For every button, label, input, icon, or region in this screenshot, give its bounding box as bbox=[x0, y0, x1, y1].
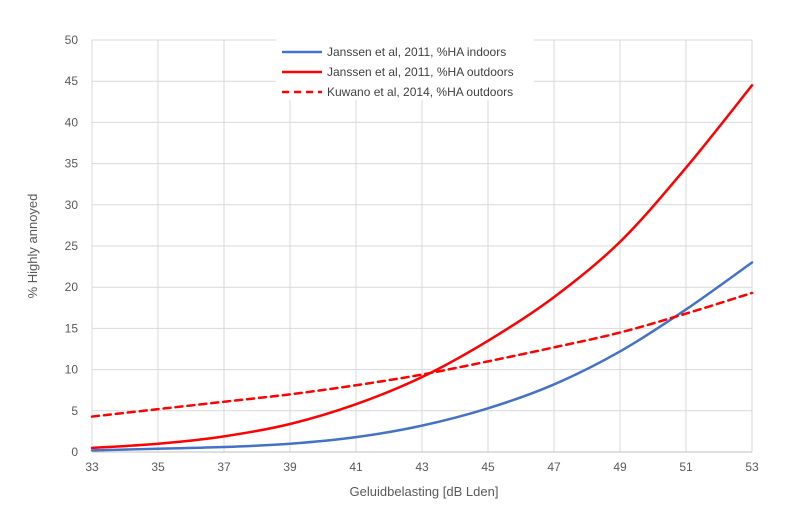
y-tick-label: 30 bbox=[65, 198, 79, 212]
series-lines bbox=[90, 84, 754, 452]
y-tick-label: 20 bbox=[65, 280, 79, 294]
y-tick-label: 45 bbox=[65, 74, 79, 88]
y-tick-label: 35 bbox=[65, 157, 79, 171]
y-tick-label: 5 bbox=[71, 404, 78, 418]
y-axis-title: % Highly annoyed bbox=[25, 194, 40, 299]
x-tick-label: 35 bbox=[151, 460, 165, 474]
legend-label-kuwano: Kuwano et al, 2014, %HA outdoors bbox=[327, 85, 513, 99]
y-tick-label: 25 bbox=[65, 239, 79, 253]
legend-label-outdoors: Janssen et al, 2011, %HA outdoors bbox=[327, 65, 514, 79]
y-tick-labels: 0 5 10 15 20 25 30 35 40 45 50 bbox=[65, 33, 79, 459]
x-axis-title: Geluidbelasting [dB Lden] bbox=[350, 484, 499, 499]
y-tick-label: 10 bbox=[65, 363, 79, 377]
x-tick-label: 37 bbox=[217, 460, 231, 474]
x-tick-label: 39 bbox=[283, 460, 297, 474]
y-tick-label: 0 bbox=[71, 445, 78, 459]
x-tick-label: 41 bbox=[349, 460, 363, 474]
x-tick-label: 43 bbox=[415, 460, 429, 474]
x-tick-label: 53 bbox=[745, 460, 759, 474]
x-tick-label: 47 bbox=[547, 460, 561, 474]
legend-label-indoors: Janssen et al, 2011, %HA indoors bbox=[327, 45, 506, 59]
legend-background bbox=[276, 38, 534, 100]
series-line-kuwano bbox=[90, 291, 754, 418]
x-tick-label: 45 bbox=[481, 460, 495, 474]
x-tick-label: 49 bbox=[613, 460, 627, 474]
horizontal-gridlines bbox=[92, 39, 752, 412]
legend: Janssen et al, 2011, %HA indoors Janssen… bbox=[276, 38, 534, 100]
series-line-indoors bbox=[90, 261, 754, 452]
x-tick-label: 33 bbox=[85, 460, 99, 474]
x-tick-labels: 33 35 37 39 41 43 45 47 49 51 53 bbox=[85, 460, 759, 474]
y-tick-label: 50 bbox=[65, 33, 79, 47]
y-tick-label: 15 bbox=[65, 321, 79, 335]
x-tick-label: 51 bbox=[679, 460, 693, 474]
y-tick-label: 40 bbox=[65, 115, 79, 129]
